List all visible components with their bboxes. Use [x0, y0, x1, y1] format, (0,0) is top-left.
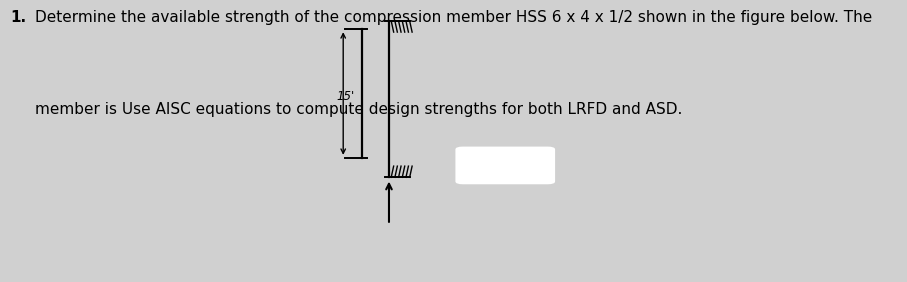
- Text: 1.: 1.: [10, 10, 26, 25]
- Text: member is Use AISC equations to compute design strengths for both LRFD and ASD.: member is Use AISC equations to compute …: [34, 102, 682, 117]
- Text: 15': 15': [336, 90, 355, 103]
- FancyBboxPatch shape: [455, 147, 555, 184]
- Text: Determine the available strength of the compression member HSS 6 x 4 x 1/2 shown: Determine the available strength of the …: [34, 10, 872, 25]
